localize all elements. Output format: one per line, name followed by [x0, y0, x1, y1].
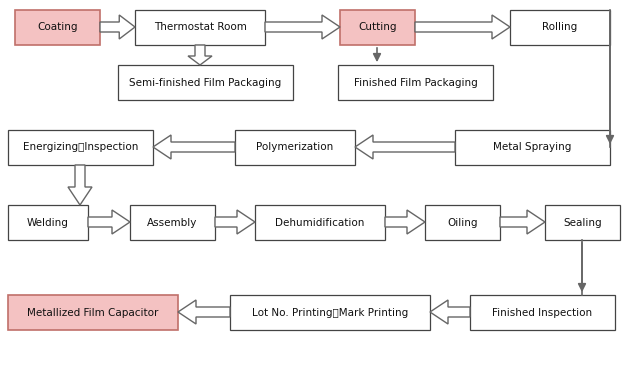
Polygon shape — [178, 300, 230, 324]
Bar — [130, 205, 215, 240]
Polygon shape — [500, 210, 545, 234]
Bar — [8, 295, 178, 330]
Bar — [340, 10, 415, 45]
Text: Welding: Welding — [27, 217, 69, 227]
Bar — [8, 205, 88, 240]
Text: Thermostat Room: Thermostat Room — [154, 22, 246, 32]
Text: Dehumidification: Dehumidification — [275, 217, 365, 227]
Polygon shape — [215, 210, 255, 234]
Bar — [255, 205, 385, 240]
Bar — [8, 130, 153, 165]
Text: Lot No. Printing、Mark Printing: Lot No. Printing、Mark Printing — [252, 308, 408, 318]
Polygon shape — [430, 300, 470, 324]
Polygon shape — [68, 165, 92, 205]
Polygon shape — [415, 15, 510, 39]
Bar — [230, 295, 430, 330]
Text: Finished Film Packaging: Finished Film Packaging — [353, 78, 478, 88]
Text: Rolling: Rolling — [542, 22, 578, 32]
Text: Oiling: Oiling — [447, 217, 478, 227]
Text: Finished Inspection: Finished Inspection — [493, 308, 593, 318]
Polygon shape — [188, 45, 212, 65]
Bar — [135, 10, 265, 45]
Bar — [338, 65, 493, 100]
Text: Cutting: Cutting — [358, 22, 397, 32]
Bar — [118, 65, 293, 100]
Bar — [470, 295, 615, 330]
Polygon shape — [88, 210, 130, 234]
Text: Coating: Coating — [37, 22, 77, 32]
Polygon shape — [385, 210, 425, 234]
Text: Assembly: Assembly — [147, 217, 198, 227]
Text: Metallized Film Capacitor: Metallized Film Capacitor — [27, 308, 159, 318]
Bar — [510, 10, 610, 45]
Bar — [235, 130, 355, 165]
Bar — [15, 10, 100, 45]
Text: Sealing: Sealing — [563, 217, 602, 227]
Bar — [455, 130, 610, 165]
Polygon shape — [355, 135, 455, 159]
Text: Energizing、Inspection: Energizing、Inspection — [23, 142, 138, 152]
Polygon shape — [100, 15, 135, 39]
Bar — [545, 205, 620, 240]
Text: Semi-finished Film Packaging: Semi-finished Film Packaging — [129, 78, 282, 88]
Text: Polymerization: Polymerization — [256, 142, 334, 152]
Bar — [425, 205, 500, 240]
Text: Metal Spraying: Metal Spraying — [493, 142, 571, 152]
Polygon shape — [153, 135, 235, 159]
Polygon shape — [265, 15, 340, 39]
